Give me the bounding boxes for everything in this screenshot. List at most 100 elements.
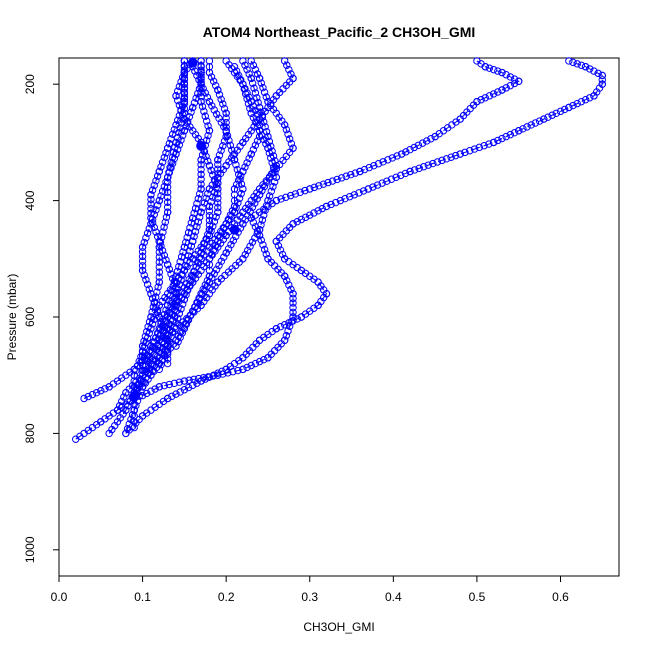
data-point — [280, 255, 289, 263]
data-point — [205, 161, 214, 170]
data-point — [255, 74, 264, 83]
profile-series-11 — [172, 63, 264, 350]
data-point — [253, 137, 262, 145]
data-point — [243, 246, 252, 255]
data-point — [328, 177, 337, 185]
data-point — [147, 214, 155, 222]
data-point — [270, 178, 279, 186]
data-point — [224, 215, 232, 224]
data-point — [247, 97, 255, 106]
data-point — [167, 321, 175, 329]
data-point — [147, 209, 155, 218]
data-point — [230, 202, 239, 211]
data-point — [101, 385, 109, 393]
data-point — [170, 312, 179, 320]
data-point — [152, 177, 160, 185]
data-point — [180, 377, 189, 385]
data-point — [162, 213, 171, 221]
data-point — [155, 167, 163, 176]
data-point — [189, 272, 197, 280]
data-point — [190, 99, 199, 107]
data-point — [510, 75, 519, 83]
data-point — [251, 359, 260, 368]
data-point — [179, 131, 187, 140]
data-point — [157, 349, 165, 357]
data-point — [184, 383, 193, 392]
data-point — [200, 107, 208, 116]
data-point — [360, 165, 369, 174]
data-point — [544, 113, 552, 121]
data-point — [177, 107, 185, 115]
data-point — [197, 377, 205, 385]
data-point — [158, 158, 167, 166]
data-point — [205, 68, 214, 77]
data-point — [369, 183, 377, 191]
data-point — [540, 115, 548, 123]
data-point — [287, 70, 295, 78]
data-point — [180, 88, 189, 97]
data-point — [230, 63, 239, 71]
data-point — [207, 198, 215, 206]
data-point — [515, 127, 523, 135]
data-point — [289, 317, 297, 325]
data-point — [197, 61, 205, 70]
data-point — [598, 80, 606, 88]
data-point — [220, 253, 228, 261]
data-point — [186, 224, 194, 232]
data-point — [239, 167, 247, 176]
data-point — [143, 334, 152, 342]
data-point — [212, 81, 220, 90]
data-point — [155, 258, 163, 266]
data-point — [410, 166, 419, 174]
data-point — [187, 242, 196, 250]
data-point — [209, 371, 218, 379]
data-point — [138, 257, 147, 265]
data-point — [250, 84, 258, 92]
data-point — [176, 333, 184, 342]
data-point — [203, 276, 212, 285]
data-point — [214, 237, 222, 246]
data-point — [246, 242, 254, 251]
data-point — [172, 342, 180, 350]
data-point — [205, 225, 214, 234]
data-point — [278, 250, 287, 259]
data-point — [255, 127, 264, 135]
data-point — [247, 361, 255, 370]
data-point — [287, 139, 296, 148]
data-point — [427, 135, 435, 143]
data-point — [251, 65, 260, 74]
profile-series-10 — [122, 57, 606, 438]
data-point — [342, 172, 350, 180]
data-point — [251, 89, 260, 97]
data-point — [461, 148, 469, 157]
data-point — [172, 307, 180, 315]
data-point — [224, 245, 233, 253]
data-point — [260, 88, 269, 97]
profile-line — [108, 60, 185, 434]
data-point — [406, 167, 414, 176]
data-point — [215, 151, 224, 159]
data-point — [117, 397, 126, 406]
x-tick-label: 0.1 — [134, 590, 151, 604]
data-point — [506, 130, 515, 139]
data-point — [197, 170, 205, 179]
data-point — [204, 122, 212, 130]
data-point — [414, 141, 423, 150]
data-point — [291, 190, 300, 198]
data-point — [560, 105, 569, 114]
data-point — [155, 268, 163, 276]
data-point — [332, 198, 340, 207]
data-point — [355, 189, 363, 197]
data-point — [569, 101, 577, 110]
data-point — [573, 60, 581, 68]
data-point — [173, 116, 182, 124]
x-tick-label: 0.6 — [552, 590, 569, 604]
data-point — [115, 402, 124, 410]
data-point — [165, 168, 174, 177]
data-point — [214, 86, 222, 94]
data-point — [456, 150, 464, 158]
data-point — [598, 71, 606, 80]
data-point — [197, 66, 205, 74]
data-point — [265, 192, 274, 200]
data-point — [277, 195, 285, 203]
